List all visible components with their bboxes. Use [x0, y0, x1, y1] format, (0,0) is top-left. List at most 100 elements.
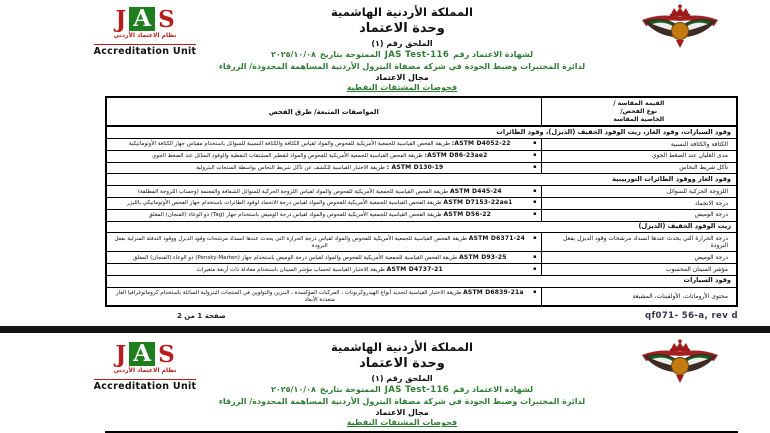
fuel-section-row: وقود السيارات	[105, 275, 738, 288]
jas-letter-s: S	[158, 5, 175, 33]
measured-property-cell: درجة الوميض	[540, 208, 738, 222]
fuel-section-row: زيت الوقود الخفيف (الديزل)	[105, 220, 738, 234]
test-row: اللزوجة الحركية للسوائل ▪ ASTM D445-24 طري…	[105, 185, 738, 198]
accreditation-unit-title: وحدة الاعتماد	[359, 356, 445, 372]
test-row: درجة الوميض ▪ ASTM D93-25 طريقة الفحص القي…	[105, 251, 738, 265]
measured-property-cell: مدى الغليان عند الضغط الجوي	[540, 149, 738, 163]
crest-column	[600, 4, 760, 50]
bullet-icon: ▪	[533, 234, 537, 241]
method-cell: ▪ ASTM D6371-24 طريقة الفحص القياسية للجم…	[105, 232, 542, 253]
accreditation-table-body-page1: وقود السيارات، وقود الغاز، زيت الوقود ال…	[105, 125, 738, 307]
certificate-prefix: لشهادة الاعتماد رقم	[453, 385, 534, 395]
certificate-number: JAS Test-116	[384, 50, 450, 60]
jas-logo-subtitle-english: Accreditation Unit	[93, 44, 197, 58]
bullet-icon: ▪	[533, 140, 537, 147]
header-title-block: المملكة الأردنية الهاشمية وحدة الاعتماد …	[204, 4, 600, 92]
page-number: صفحة 1 من 2	[177, 312, 226, 321]
jas-letter-j: J	[115, 5, 127, 33]
test-row: درجة الوميض ▪ ASTM D56-22 طريقة الفحص القي…	[105, 208, 738, 222]
page-footer: صفحة 1 من 2 qf071- 56-a, rev d	[105, 311, 738, 321]
method-cell: ▪ ASTM D130-19 : طريقة الاختبار القياسية …	[105, 161, 542, 175]
measured-property-cell: الكثافة والكثافة النسبية	[540, 137, 738, 151]
annex-number: الملحق رقم (١)	[371, 39, 433, 48]
standard-code: ASTM D6371-24	[468, 234, 526, 242]
standard-code: ASTM D445-24	[449, 187, 502, 195]
standard-code: ASTM D86-23ae2:	[424, 152, 488, 160]
method-cell: ▪ ASTM D7153-22ae1 طريقة الفحص القياسية ل…	[105, 196, 542, 210]
certificate-line: لشهادة الاعتماد رقمJAS Test-116الممنوحة …	[204, 50, 600, 60]
measured-property-cell: درجة الحرارة التي يحدث عندها انسداد مرشح…	[540, 232, 738, 253]
accreditation-unit-title: وحدة الاعتماد	[359, 21, 445, 36]
standard-code: ASTM D93-25	[459, 253, 507, 261]
certificate-line: لشهادة الاعتماد رقمJAS Test-116الممنوحة …	[204, 385, 600, 395]
jas-letter-a: A	[129, 342, 156, 367]
bullet-icon: ▪	[533, 265, 537, 272]
test-row: مؤشر السيتان المحسوب ▪ ASTM D4737-21 طريقة…	[105, 263, 738, 276]
jas-logo-subtitle-arabic: نظام الاعتماد الأردني	[113, 32, 177, 40]
kingdom-title: المملكة الأردنية الهاشمية	[331, 340, 473, 355]
test-row: تآكل شريط النحاس ▪ ASTM D130-19 : طريقة ال…	[105, 161, 738, 175]
organization-line: لدائرة المختبرات وضبط الجودة في شركة مصف…	[218, 62, 586, 71]
certificate-date: ٢٠٢٥/١٠/٠٨	[270, 50, 316, 59]
fuel-section-label: وقود السيارات	[105, 275, 738, 288]
scope-label: مجال الاعتماد	[375, 408, 429, 418]
page-separator	[0, 326, 770, 334]
methods-column-header: المواصفات المتبعة/ طرق الفحص	[105, 96, 542, 128]
measured-property-cell: درجة الوميض	[540, 251, 738, 265]
method-cell: ▪ ASTM D56-22 طريقة الفحص القياسية للجمعي…	[105, 208, 542, 222]
standard-code: ASTM D7153-22ae1	[443, 199, 513, 207]
standard-code: ASTM D56-22	[443, 211, 492, 219]
jas-letter-a: A	[129, 6, 156, 32]
certificate-date: ٢٠٢٥/١٠/٠٨	[270, 385, 316, 395]
certificate-number: JAS Test-116	[384, 385, 450, 396]
header-title-block: المملكة الأردنية الهاشمية وحدة الاعتماد …	[204, 339, 600, 427]
bullet-icon: ▪	[533, 289, 537, 296]
bullet-icon: ▪	[533, 253, 537, 260]
measured-property-cell: درجة الانجماد	[540, 196, 738, 210]
bullet-icon: ▪	[533, 152, 537, 159]
crest-column	[600, 339, 760, 385]
certificate-suffix: الممنوحة بتاريخ	[319, 50, 381, 59]
fuel-section-label: زيت الوقود الخفيف (الديزل)	[105, 220, 738, 234]
test-row: محتوى الأروماتات، الأولفينات، المشبعة ▪ AS…	[105, 286, 738, 307]
annex-number: الملحق رقم (١)	[371, 374, 433, 384]
method-cell: ▪ ASTM D6839-21a طريقة الاختبار القياسية …	[105, 286, 542, 307]
standard-code: ASTM D4737-21	[386, 265, 443, 273]
test-row: درجة الانجماد ▪ ASTM D7153-22ae1 طريقة الف…	[105, 196, 738, 210]
document-code: qf071- 56-a, rev d	[644, 311, 738, 322]
bullet-icon: ▪	[533, 199, 537, 206]
standard-code: ASTM D4052-22:	[451, 140, 511, 148]
jas-letter-j: J	[115, 340, 127, 368]
jordan-coat-of-arms-icon	[642, 339, 718, 384]
certificate-prefix: لشهادة الاعتماد رقم	[453, 50, 534, 59]
bullet-icon: ▪	[533, 164, 537, 171]
measured-property-cell: مؤشر السيتان المحسوب	[540, 263, 738, 276]
fuel-section-label: وقود السيارات، وقود الغاز، زيت الوقود ال…	[105, 125, 738, 139]
fuel-section-row: وقود السيارات، وقود الغاز، زيت الوقود ال…	[105, 125, 738, 139]
standard-code: ASTM D130-19 :	[386, 164, 444, 172]
scope-label: مجال الاعتماد	[375, 73, 429, 82]
method-cell: ▪ ASTM D4737-21 طريقة الاختبار القياسية ل…	[105, 263, 542, 276]
property-column-header: القيمة المقاسة / نوع الفحص/ الخاصية المق…	[540, 96, 738, 128]
test-row: الكثافة والكثافة النسبية ▪ ASTM D4052-22: …	[105, 137, 738, 151]
certificate-suffix: الممنوحة بتاريخ	[319, 385, 381, 395]
organization-line: لدائرة المختبرات وضبط الجودة في شركة مصف…	[218, 397, 586, 407]
standard-code: ASTM D6839-21a	[463, 289, 524, 297]
method-cell: ▪ ASTM D445-24 طريقة الفحص القياسية للجمع…	[105, 185, 542, 198]
jas-logo-subtitle-arabic: نظام الاعتماد الأردني	[113, 367, 177, 375]
table-header-row: القيمة المقاسة / نوع الفحص/ الخاصية المق…	[105, 96, 738, 128]
jordan-coat-of-arms-icon	[642, 4, 718, 48]
measured-property-cell: محتوى الأروماتات، الأولفينات، المشبعة	[540, 286, 738, 307]
scope-value: فحوصات المشتقات النفطية	[346, 83, 458, 92]
fuel-section-label: وقود الغاز ووقود الطائرات التوربينية	[105, 173, 738, 187]
test-row: درجة الحرارة التي يحدث عندها انسداد مرشح…	[105, 232, 738, 253]
test-row: مدى الغليان عند الضغط الجوي ▪ ASTM D86-23a…	[105, 149, 738, 163]
accreditation-scope-table: القيمة المقاسة / نوع الفحص/ الخاصية المق…	[105, 96, 738, 308]
